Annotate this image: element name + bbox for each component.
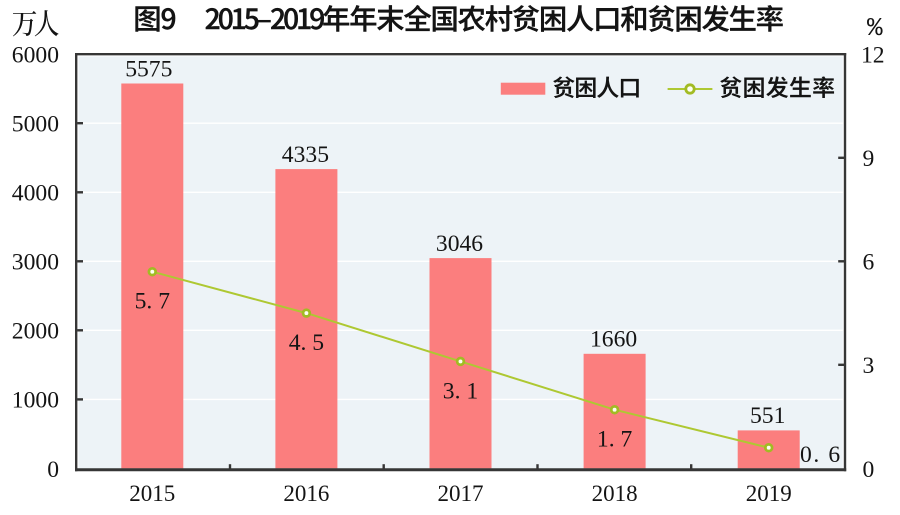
svg-text:551: 551 xyxy=(750,403,785,429)
svg-text:1000: 1000 xyxy=(12,388,59,414)
svg-text:6: 6 xyxy=(863,250,875,276)
svg-text:2016: 2016 xyxy=(283,481,329,506)
svg-text:2018: 2018 xyxy=(592,481,638,506)
svg-text:5575: 5575 xyxy=(125,56,172,82)
svg-text:4000: 4000 xyxy=(12,181,59,207)
svg-text:1. 7: 1. 7 xyxy=(597,427,633,453)
svg-text:2000: 2000 xyxy=(12,319,59,345)
svg-text:%: % xyxy=(867,13,883,43)
svg-text:2019: 2019 xyxy=(746,481,792,506)
svg-text:6000: 6000 xyxy=(12,43,59,69)
svg-text:0: 0 xyxy=(47,457,59,483)
svg-text:0: 0 xyxy=(863,457,875,483)
svg-text:5000: 5000 xyxy=(12,112,59,138)
svg-text:3000: 3000 xyxy=(12,250,59,276)
svg-text:1660: 1660 xyxy=(590,327,637,353)
svg-text:4. 5: 4. 5 xyxy=(289,330,324,356)
svg-text:9: 9 xyxy=(863,146,875,172)
svg-text:2017: 2017 xyxy=(438,481,484,506)
svg-text:5. 7: 5. 7 xyxy=(135,289,171,315)
svg-text:4335: 4335 xyxy=(282,142,329,168)
svg-text:3: 3 xyxy=(863,353,875,379)
svg-text:3046: 3046 xyxy=(436,231,483,257)
svg-text:12: 12 xyxy=(861,43,885,69)
svg-text:3. 1: 3. 1 xyxy=(443,378,478,404)
svg-text:2015: 2015 xyxy=(129,481,175,506)
svg-text:0. 6: 0. 6 xyxy=(800,442,842,468)
